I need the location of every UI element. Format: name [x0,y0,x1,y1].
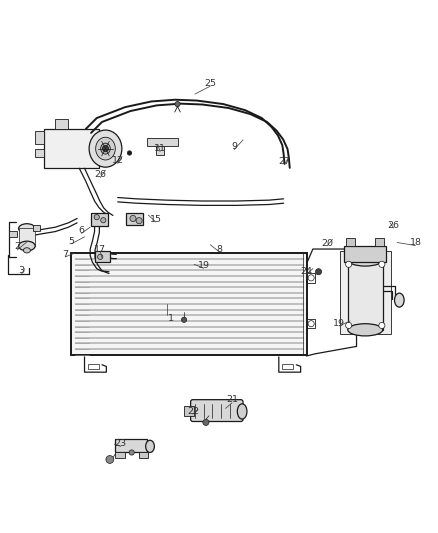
Text: 6: 6 [78,226,85,235]
Bar [147,138,177,146]
Bar [35,149,44,157]
Circle shape [308,275,314,281]
Text: 17: 17 [94,245,106,254]
Bar [155,146,163,155]
Ellipse shape [23,248,30,253]
Bar [375,238,385,246]
Bar [115,452,125,458]
Circle shape [102,146,109,152]
Ellipse shape [348,324,383,336]
Text: 26: 26 [94,171,106,179]
Text: 1: 1 [168,314,174,324]
Text: 19: 19 [333,319,345,328]
Bar [126,213,143,224]
Text: 11: 11 [154,144,166,153]
Circle shape [94,215,99,220]
Bar [283,364,293,369]
Text: 24: 24 [300,267,312,276]
Ellipse shape [237,404,247,419]
Text: 8: 8 [216,245,222,254]
Bar [91,213,108,226]
Text: 18: 18 [410,238,421,247]
Ellipse shape [146,440,154,453]
Bar [95,251,110,262]
Circle shape [203,419,209,425]
Ellipse shape [348,254,383,266]
Text: 26: 26 [388,221,399,230]
Bar [10,231,17,237]
Circle shape [98,254,103,260]
Ellipse shape [95,138,115,160]
Bar [139,452,148,458]
Bar [344,246,386,262]
Text: 23: 23 [115,439,127,448]
Bar [35,131,44,144]
Text: 7: 7 [62,250,68,259]
Text: 12: 12 [112,156,124,165]
Bar [18,228,35,246]
Text: 5: 5 [68,237,74,246]
Circle shape [346,261,352,268]
Ellipse shape [18,224,35,233]
Circle shape [130,215,136,222]
Text: 2: 2 [14,243,20,252]
Bar [346,238,355,246]
Bar [88,364,99,369]
Bar [71,253,307,354]
Bar [44,129,99,168]
Circle shape [379,322,385,328]
Circle shape [129,450,134,455]
Text: 19: 19 [198,261,210,270]
Circle shape [136,217,142,224]
Circle shape [379,261,385,268]
Ellipse shape [395,293,404,307]
Text: 25: 25 [204,79,216,87]
Ellipse shape [18,241,35,251]
Bar [55,119,68,129]
Bar [348,260,383,330]
Text: 15: 15 [150,215,162,224]
Text: 27: 27 [279,157,290,166]
Text: 21: 21 [226,395,238,404]
Circle shape [101,217,106,223]
Ellipse shape [101,143,110,154]
Bar [115,439,147,453]
Circle shape [127,151,132,155]
Circle shape [175,101,180,107]
Bar [184,406,194,416]
Circle shape [346,322,352,328]
Ellipse shape [89,130,122,167]
Bar [340,251,392,334]
Circle shape [181,317,187,322]
Circle shape [308,321,314,327]
Text: 3: 3 [18,266,25,276]
FancyBboxPatch shape [191,400,243,422]
Bar [32,224,40,231]
Circle shape [315,269,321,275]
Circle shape [106,456,114,463]
Text: 9: 9 [231,142,237,151]
Text: 20: 20 [321,239,333,248]
Text: 22: 22 [187,407,199,416]
